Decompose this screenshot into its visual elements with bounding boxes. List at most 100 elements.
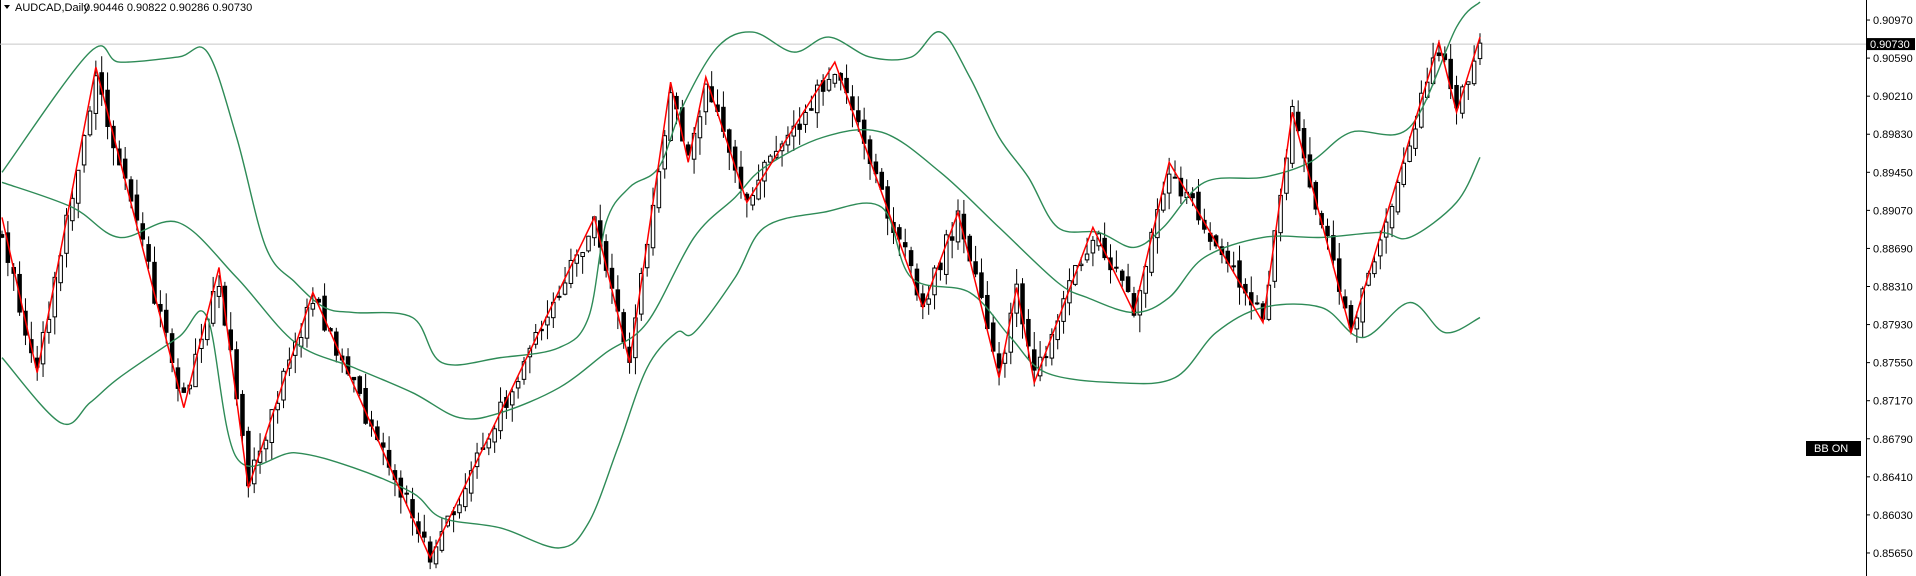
dropdown-triangle-icon[interactable] — [4, 5, 10, 9]
candle-body — [269, 409, 275, 444]
candle-body — [580, 252, 585, 258]
candle — [656, 168, 662, 213]
candle-body — [1295, 111, 1301, 132]
candle-body — [562, 282, 568, 295]
bb-toggle-bg[interactable] — [1806, 441, 1861, 456]
candle — [363, 373, 368, 425]
candle-body — [439, 531, 445, 551]
candle — [944, 229, 949, 285]
candle-body — [949, 236, 955, 241]
candle — [545, 300, 550, 340]
candle-body — [463, 488, 468, 508]
candle — [163, 293, 169, 344]
candle-body — [979, 272, 984, 298]
candle-body — [87, 110, 93, 136]
candle-body — [1125, 276, 1131, 292]
candle-body — [1360, 288, 1365, 323]
price-tick-label: 0.86790 — [1873, 434, 1913, 446]
candle-body — [75, 169, 81, 204]
candle-body — [797, 123, 802, 130]
candle-body — [809, 108, 814, 111]
candle-body — [685, 144, 691, 156]
candle-body — [1078, 263, 1084, 267]
candle — [685, 141, 691, 156]
price-tick-label: 0.88690 — [1873, 243, 1913, 255]
current-price-tag: 0.90730 — [1867, 38, 1915, 51]
candle-body — [656, 171, 662, 209]
candle-body — [81, 135, 87, 166]
candle — [1413, 115, 1418, 156]
candle-body — [1413, 128, 1418, 149]
price-axis: 0.90970 0.90590 0.90210 0.89830 0.89450 0.890… — [1866, 15, 1913, 560]
candle — [134, 179, 140, 231]
candle — [70, 187, 75, 231]
zigzag-indicator — [1, 36, 1481, 560]
candle — [562, 266, 568, 296]
candle — [0, 230, 5, 239]
candle-body — [1196, 191, 1201, 221]
candle-body — [1161, 193, 1166, 211]
candle-body — [926, 298, 931, 305]
price-tick-label: 0.90970 — [1873, 15, 1913, 27]
candle-body — [703, 83, 709, 113]
price-tick-label: 0.89070 — [1873, 205, 1913, 217]
candle-body — [492, 428, 497, 443]
candle — [463, 473, 468, 512]
candle-body — [697, 116, 703, 139]
candle-body — [897, 227, 902, 240]
candle-body — [64, 214, 69, 254]
candle — [832, 73, 838, 88]
candle — [1231, 251, 1236, 274]
price-tick-label: 0.86030 — [1873, 510, 1913, 522]
candle — [1090, 236, 1096, 267]
candle-body — [814, 84, 820, 114]
candle — [380, 432, 386, 466]
candle — [1178, 166, 1184, 204]
candle — [568, 248, 574, 289]
candle — [93, 60, 99, 130]
candle — [750, 187, 755, 211]
candle-body — [1348, 305, 1354, 328]
candle-body — [404, 492, 409, 495]
candle-body — [1354, 317, 1360, 330]
candle — [1119, 269, 1125, 288]
candle — [1354, 311, 1360, 343]
candle-body — [515, 381, 521, 389]
candle-body — [973, 261, 978, 275]
candle-body — [334, 331, 339, 356]
candle — [457, 496, 462, 519]
candle — [468, 461, 474, 502]
candle — [1401, 147, 1407, 188]
candle — [240, 390, 245, 443]
candle-body — [568, 259, 574, 284]
candle-body — [556, 295, 562, 298]
price-tick-label: 0.88310 — [1873, 282, 1913, 294]
candle-body — [163, 309, 169, 333]
candle — [1295, 100, 1301, 133]
candle-body — [1401, 162, 1407, 185]
candle-body — [1166, 173, 1172, 194]
candle-body — [944, 234, 949, 275]
candle-body — [1143, 266, 1148, 294]
candle-body — [1325, 225, 1330, 237]
candle — [1114, 250, 1119, 273]
candle — [996, 342, 1002, 386]
candle — [181, 382, 187, 394]
bollinger-bands — [1, 1, 1481, 549]
candle-body — [427, 541, 433, 563]
candle-body — [134, 194, 140, 221]
bb-toggle-label[interactable]: BB ON — [1814, 443, 1848, 455]
candle-body — [750, 195, 755, 206]
bb-toggle-button[interactable]: BB ON — [1806, 441, 1861, 456]
candle — [1389, 203, 1395, 238]
candle — [797, 107, 802, 145]
candle — [492, 424, 497, 453]
candle-body — [902, 242, 908, 248]
candle-body — [908, 250, 914, 267]
candle-body — [380, 442, 386, 448]
candle-body — [1477, 42, 1483, 60]
candle-body — [867, 139, 873, 165]
candle — [422, 514, 427, 543]
candle-body — [386, 449, 392, 468]
